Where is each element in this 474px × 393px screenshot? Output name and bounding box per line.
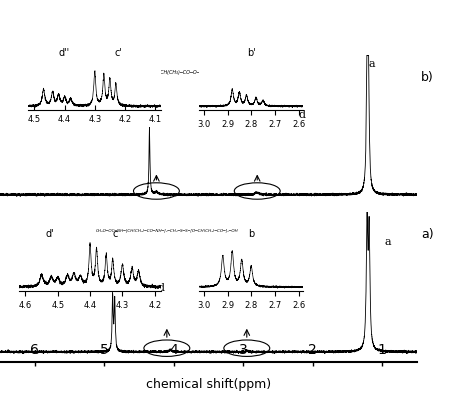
X-axis label: chemical shift(ppm): chemical shift(ppm) xyxy=(146,378,271,391)
Text: d: d xyxy=(299,110,306,120)
Text: d': d' xyxy=(46,229,55,239)
Text: b: b xyxy=(248,229,255,239)
Text: CH₃O─OC─NH─[CH(CH₃)─CO─NH─]ₙ─CH₂─S─S─[O─CH(CH₃)─CO─]ₙ─OH: CH₃O─OC─NH─[CH(CH₃)─CO─NH─]ₙ─CH₂─S─S─[O─… xyxy=(95,228,238,232)
Text: d'': d'' xyxy=(59,48,70,59)
Text: a: a xyxy=(369,59,375,69)
Text: b': b' xyxy=(247,48,255,59)
Text: c': c' xyxy=(115,48,123,59)
Text: b): b) xyxy=(421,71,434,84)
Text: d: d xyxy=(157,283,164,293)
Text: HS─CH₂─O─[CH(CH₃)─CO─O─]ₙ─CH(CH₃)─COOH: HS─CH₂─O─[CH(CH₃)─CO─O─]ₙ─CH(CH₃)─COOH xyxy=(131,70,245,75)
Text: c: c xyxy=(113,229,118,239)
Text: a: a xyxy=(384,237,391,247)
Text: a): a) xyxy=(421,228,434,241)
